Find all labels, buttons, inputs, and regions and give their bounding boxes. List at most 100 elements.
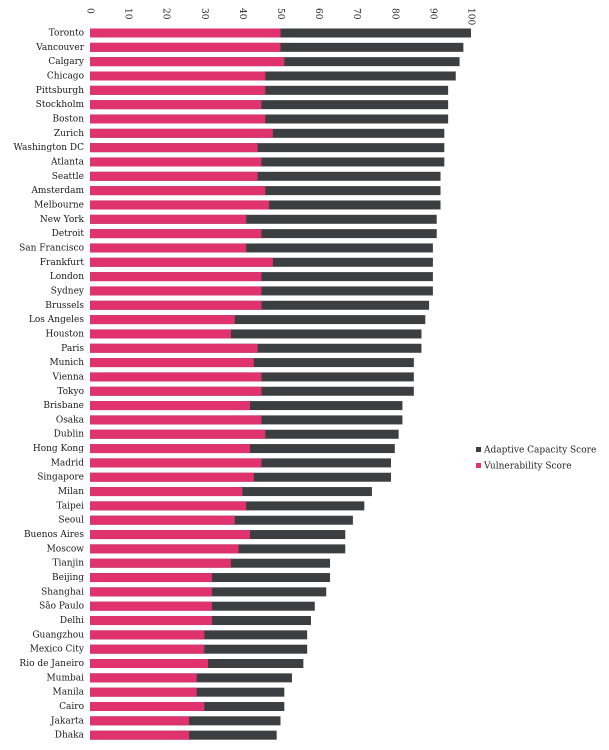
category-label-pittsburgh: Pittsburgh [36, 86, 84, 96]
category-label-amsterdam: Amsterdam [30, 186, 84, 196]
x-tick-label: 50 [275, 8, 285, 20]
category-label-washington-dc: Washington DC [14, 143, 85, 153]
category-label-vienna: Vienna [51, 372, 84, 382]
bar-vulnerability-osaka [90, 415, 262, 425]
bar-vulnerability-dublin [90, 429, 266, 439]
category-label-sydney: Sydney [51, 286, 85, 296]
category-label-sao-paulo: São Paulo [39, 601, 84, 612]
category-label-zurich: Zurich [54, 129, 84, 139]
category-label-vancouver: Vancouver [35, 43, 85, 53]
bar-vulnerability-tokyo [90, 386, 262, 396]
category-label-dhaka: Dhaka [55, 731, 85, 741]
bar-adaptive-washington-dc [90, 143, 445, 153]
bar-adaptive-pittsburgh [90, 85, 449, 95]
bar-adaptive-san-francisco [90, 243, 433, 253]
category-label-beijing: Beijing [52, 573, 84, 583]
x-tick-label: 60 [313, 8, 323, 20]
category-label-seattle: Seattle [52, 172, 84, 182]
bar-vulnerability-sydney [90, 286, 262, 296]
category-label-shanghai: Shanghai [41, 587, 84, 597]
category-label-mexico-city: Mexico City [30, 645, 85, 655]
bar-adaptive-new-york [90, 214, 437, 224]
legend-swatch-vulnerability [476, 463, 481, 468]
bar-vulnerability-delhi [90, 616, 212, 626]
bar-vulnerability-vancouver [90, 42, 281, 52]
x-tick-label: 10 [123, 8, 133, 20]
category-label-osaka: Osaka [56, 415, 85, 425]
x-axis-ticks: 0 10 20 30 40 50 60 70 80 90 100 [85, 8, 476, 25]
bar-vulnerability-zurich [90, 128, 273, 138]
bar-vulnerability-rio-de-janeiro [90, 659, 209, 669]
bar-vulnerability-moscow [90, 544, 239, 554]
category-label-brussels: Brussels [45, 301, 84, 311]
category-label-tokyo: Tokyo [57, 387, 84, 397]
x-tick-label: 40 [237, 8, 247, 20]
bar-adaptive-stockholm [90, 100, 449, 110]
category-label-madrid: Madrid [51, 458, 85, 468]
bar-vulnerability-buenos-aires [90, 530, 251, 540]
bar-vulnerability-seoul [90, 515, 235, 525]
category-label-taipei: Taipei [56, 501, 84, 511]
bar-vulnerability-singapore [90, 472, 254, 482]
x-tick-label: 30 [199, 8, 209, 20]
x-tick-label: 80 [389, 8, 399, 20]
category-label-atlanta: Atlanta [50, 157, 85, 167]
category-label-mumbai: Mumbai [46, 673, 84, 683]
bar-vulnerability-detroit [90, 229, 262, 239]
category-label-moscow: Moscow [47, 544, 85, 554]
category-label-seoul: Seoul [58, 516, 84, 526]
bar-vulnerability-hong-kong [90, 444, 251, 454]
bar-adaptive-houston [90, 329, 422, 339]
bar-vulnerability-frankfurt [90, 257, 273, 267]
category-label-singapore: Singapore [37, 473, 84, 483]
category-label-cairo: Cairo [59, 702, 84, 712]
bar-vulnerability-cairo [90, 702, 205, 712]
bar-vulnerability-pittsburgh [90, 85, 266, 95]
bar-vulnerability-brisbane [90, 401, 251, 411]
category-label-brisbane: Brisbane [43, 401, 84, 411]
bar-vulnerability-madrid [90, 458, 262, 468]
bar-vulnerability-washington-dc [90, 143, 258, 153]
bar-vulnerability-atlanta [90, 157, 262, 167]
x-tick-label: 20 [161, 8, 171, 20]
bar-vulnerability-taipei [90, 501, 247, 511]
category-label-munich: Munich [49, 358, 84, 368]
category-label-houston: Houston [45, 329, 84, 339]
bar-vulnerability-jakarta [90, 716, 190, 726]
bar-adaptive-boston [90, 114, 449, 124]
legend-label-adaptive: Adaptive Capacity Score [483, 446, 596, 456]
category-label-buenos-aires: Buenos Aires [24, 530, 84, 540]
bar-adaptive-detroit [90, 229, 437, 239]
category-label-toronto: Toronto [49, 29, 84, 39]
category-label-rio-de-janeiro: Rio de Janeiro [19, 659, 84, 669]
bar-adaptive-los-angeles [90, 315, 426, 325]
legend-swatch-adaptive [476, 447, 481, 452]
category-labels: Toronto Vancouver Calgary Chicago Pittsburgh… [14, 29, 85, 741]
category-label-melbourne: Melbourne [34, 200, 84, 210]
bar-vulnerability-london [90, 272, 262, 282]
category-label-guangzhou: Guangzhou [32, 630, 84, 640]
bar-vulnerability-guangzhou [90, 630, 205, 640]
bar-vulnerability-new-york [90, 214, 247, 224]
legend-label-vulnerability: Vulnerability Score [483, 462, 572, 472]
category-label-delhi: Delhi [60, 616, 84, 626]
bar-vulnerability-paris [90, 343, 258, 353]
bar-vulnerability-tianjin [90, 558, 231, 568]
bar-vulnerability-los-angeles [90, 315, 235, 325]
bar-vulnerability-mexico-city [90, 644, 205, 654]
bar-vulnerability-calgary [90, 57, 285, 67]
bar-vulnerability-houston [90, 329, 231, 339]
bar-vulnerability-mumbai [90, 673, 197, 683]
x-tick-label: 100 [466, 8, 476, 25]
bar-vulnerability-amsterdam [90, 186, 266, 196]
bar-adaptive-chicago [90, 71, 456, 81]
bars [90, 28, 471, 740]
category-label-london: London [50, 272, 84, 282]
bar-vulnerability-brussels [90, 300, 262, 310]
category-label-dublin: Dublin [54, 430, 85, 440]
x-tick-label: 70 [351, 8, 361, 20]
category-label-los-angeles: Los Angeles [29, 315, 84, 325]
category-label-manila: Manila [53, 688, 85, 698]
category-label-new-york: New York [40, 215, 85, 225]
